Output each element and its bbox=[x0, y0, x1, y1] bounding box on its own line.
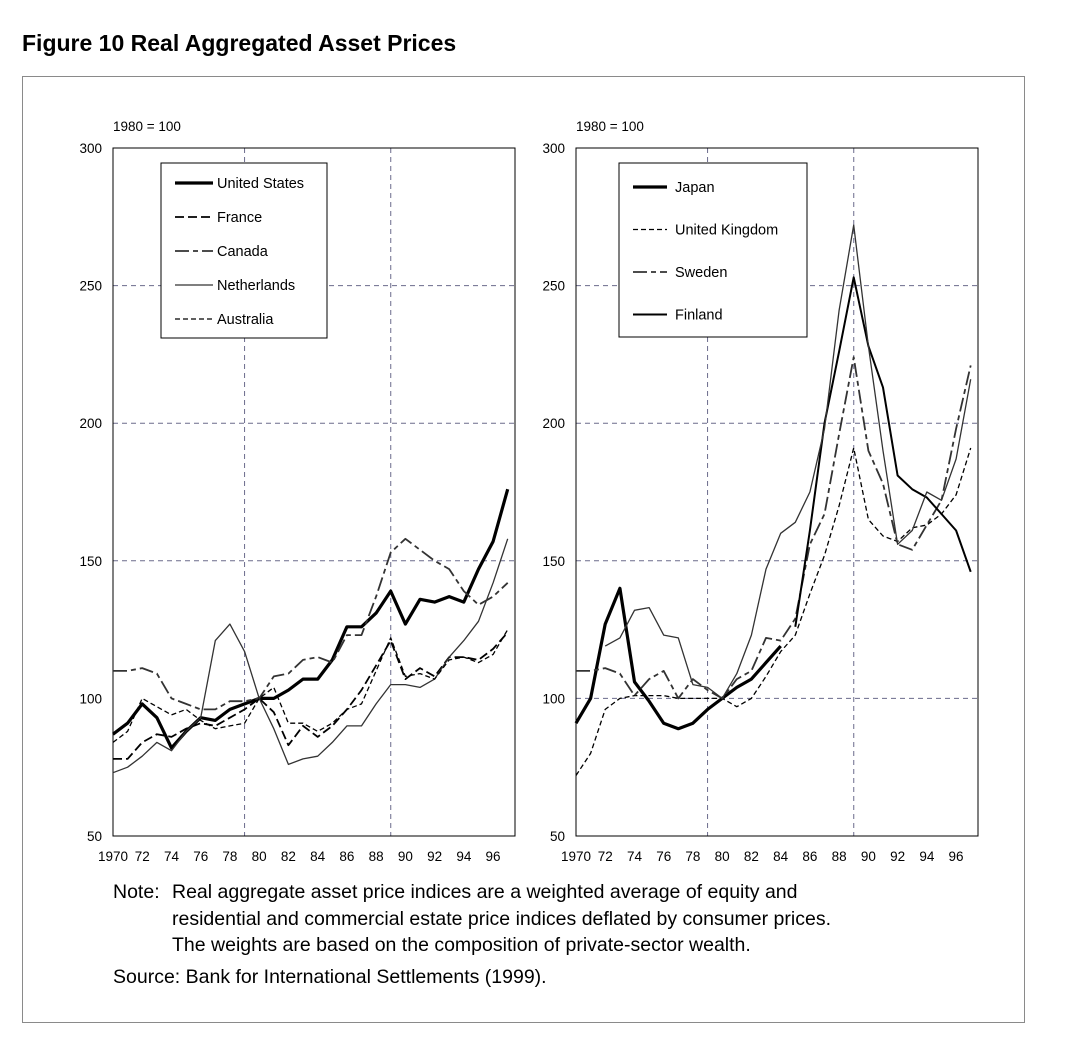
xtick-label-92: 92 bbox=[427, 849, 442, 864]
left-chart: 50 100 150 200 250 300 1980 = 100 1970 72 74 76 78 8… bbox=[79, 119, 516, 864]
note-line-1: Real aggregate asset price indices are a… bbox=[172, 881, 798, 903]
legend-label-france: France bbox=[217, 210, 262, 226]
xtick-label-72: 72 bbox=[598, 849, 613, 864]
series-line-sweden-upper bbox=[604, 224, 972, 700]
xtick-label-1970: 1970 bbox=[98, 849, 128, 864]
series-line-australia bbox=[112, 629, 509, 743]
xtick-label-90: 90 bbox=[398, 849, 413, 864]
xtick-label-94: 94 bbox=[919, 849, 935, 864]
xtick-label-74: 74 bbox=[164, 849, 180, 864]
legend-label-australia: Australia bbox=[217, 312, 274, 328]
series-line-finland bbox=[794, 276, 972, 627]
legend-label-finland: Finland bbox=[675, 308, 723, 324]
xtick-label-80: 80 bbox=[715, 849, 730, 864]
ytick-label-100: 100 bbox=[79, 691, 102, 706]
series-line-united-kingdom bbox=[575, 447, 972, 776]
xtick-label-90: 90 bbox=[861, 849, 876, 864]
xtick-label-92: 92 bbox=[890, 849, 905, 864]
xtick-label-82: 82 bbox=[744, 849, 759, 864]
xtick-label-78: 78 bbox=[222, 849, 237, 864]
xtick-label-84: 84 bbox=[310, 849, 326, 864]
source-text: Source: Bank for International Settlemen… bbox=[113, 966, 547, 988]
xtick-label-84: 84 bbox=[773, 849, 789, 864]
ytick-label-50: 50 bbox=[87, 829, 102, 844]
legend-label-netherlands: Netherlands bbox=[217, 278, 295, 294]
series-line-sweden bbox=[576, 356, 972, 700]
xtick-label-88: 88 bbox=[369, 849, 384, 864]
xtick-label-72: 72 bbox=[135, 849, 150, 864]
xtick-label-96: 96 bbox=[949, 849, 964, 864]
ytick-label-150: 150 bbox=[79, 554, 102, 569]
xtick-label-76: 76 bbox=[193, 849, 208, 864]
ytick-label-200: 200 bbox=[542, 416, 565, 431]
unit-label: 1980 = 100 bbox=[113, 119, 181, 134]
ytick-label-200: 200 bbox=[79, 416, 102, 431]
xtick-label-86: 86 bbox=[802, 849, 817, 864]
xtick-label-86: 86 bbox=[339, 849, 354, 864]
note-block: Note: Real aggregate asset price indices… bbox=[113, 879, 831, 959]
xtick-label-80: 80 bbox=[252, 849, 267, 864]
right-chart: 50 100 150 200 250 300 1980 = 100 1970 72 74 76 78 8… bbox=[542, 119, 979, 864]
ytick-label-50: 50 bbox=[550, 829, 565, 844]
ytick-label-300: 300 bbox=[542, 141, 565, 156]
xtick-label-74: 74 bbox=[627, 849, 643, 864]
legend-label-japan: Japan bbox=[675, 180, 715, 196]
xtick-label-82: 82 bbox=[281, 849, 296, 864]
ytick-label-300: 300 bbox=[79, 141, 102, 156]
ytick-label-250: 250 bbox=[542, 279, 565, 294]
series-line-japan bbox=[574, 586, 782, 731]
unit-label: 1980 = 100 bbox=[576, 119, 644, 134]
xtick-label-94: 94 bbox=[456, 849, 472, 864]
series-line-netherlands bbox=[112, 538, 509, 774]
note-line-2: residential and commercial estate price … bbox=[172, 907, 831, 930]
xtick-label-88: 88 bbox=[832, 849, 847, 864]
legend-label-united-states: United States bbox=[217, 176, 304, 192]
legend-label-united-kingdom: United Kingdom bbox=[675, 223, 778, 239]
xtick-label-78: 78 bbox=[685, 849, 700, 864]
legend-box bbox=[618, 162, 808, 338]
ytick-label-100: 100 bbox=[542, 691, 565, 706]
series-line-united-states bbox=[112, 488, 510, 750]
plot-frame bbox=[575, 147, 979, 837]
plot-frame bbox=[112, 147, 516, 837]
legend: United States France Canada Netherlands Aust… bbox=[160, 162, 328, 339]
figure-frame bbox=[22, 76, 1025, 1023]
xtick-label-96: 96 bbox=[486, 849, 501, 864]
legend: Japan United Kingdom Sweden Finland bbox=[618, 162, 808, 338]
note-label: Note: bbox=[113, 881, 160, 903]
xtick-label-1970: 1970 bbox=[561, 849, 591, 864]
legend-label-sweden: Sweden bbox=[675, 265, 727, 281]
ytick-label-150: 150 bbox=[542, 554, 565, 569]
series-line-france bbox=[113, 631, 509, 760]
ytick-label-250: 250 bbox=[79, 279, 102, 294]
series-line-canada bbox=[113, 537, 509, 711]
legend-label-canada: Canada bbox=[217, 244, 269, 260]
figure-title: Figure 10 Real Aggregated Asset Prices bbox=[22, 30, 457, 56]
xtick-label-76: 76 bbox=[656, 849, 671, 864]
note-line-3: The weights are based on the composition… bbox=[172, 934, 751, 956]
